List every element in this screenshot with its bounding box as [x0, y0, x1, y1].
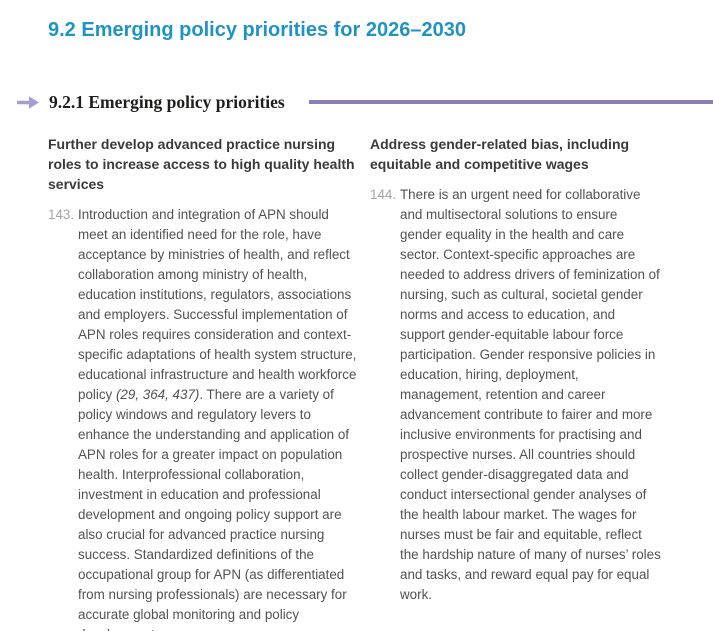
paragraph-143-text-before-citation: Introduction and integration of APN shou… [78, 207, 357, 402]
column-right-heading: Address gender-related bias, including e… [370, 136, 630, 172]
subsection-header: 9.2.1 Emerging policy priorities [0, 91, 713, 113]
purple-divider-rule [308, 100, 713, 104]
paragraph-144-number: 144. [370, 187, 397, 202]
paragraph-144-text: There is an urgent need for collaborativ… [400, 187, 661, 602]
paragraph-143-text-after-citation: . There are a variety of policy windows … [78, 387, 350, 631]
two-column-body: Further develop advanced practice nursin… [0, 134, 713, 631]
paragraph-143: 143. Introduction and integration of APN… [48, 205, 362, 631]
column-left-heading: Further develop advanced practice nursin… [48, 136, 355, 192]
column-left: Further develop advanced practice nursin… [48, 134, 362, 631]
subsection-title: 9.2.1 Emerging policy priorities [49, 92, 285, 112]
paragraph-144: 144. There is an urgent need for collabo… [370, 185, 662, 605]
paragraph-143-text: Introduction and integration of APN shou… [78, 205, 362, 631]
paragraph-143-number: 143. [48, 207, 75, 222]
section-title: 9.2 Emerging policy priorities for 2026–… [48, 19, 466, 41]
column-right: Address gender-related bias, including e… [370, 134, 662, 631]
citation-references: (29, 364, 437) [115, 387, 200, 402]
arrow-right-icon [17, 95, 40, 110]
